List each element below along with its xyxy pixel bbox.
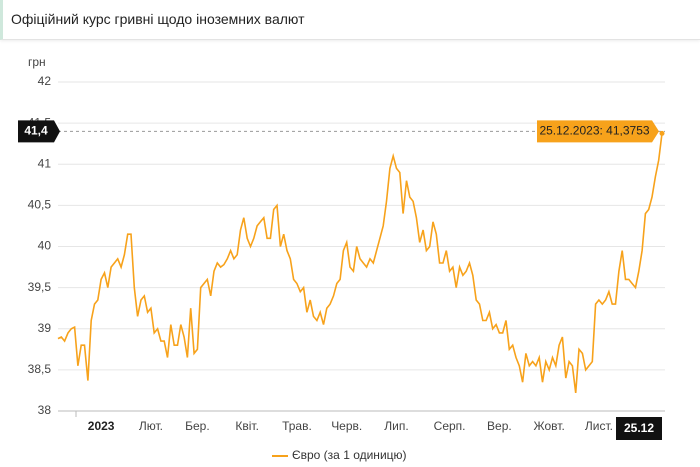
y-tick-label: 39,5: [28, 280, 52, 294]
y-tick-label: 40,5: [28, 198, 52, 212]
y-tick-label: 40: [38, 239, 52, 253]
x-tick-label: Жовт.: [534, 419, 565, 433]
x-tick-label: Черв.: [331, 419, 362, 433]
y-tick-label: 42: [38, 74, 52, 88]
x-tick-label: Лип.: [384, 419, 408, 433]
x-tick-label: Лют.: [139, 419, 163, 433]
x-tick-highlight: [616, 417, 662, 440]
y-tick-label: 39: [38, 321, 52, 335]
tooltip-box: [537, 120, 659, 143]
tooltip-text: 25.12.2023: 41,3753: [539, 124, 649, 138]
y-axis-label: грн: [28, 55, 46, 69]
chart-title: Офіційний курс гривні щодо іноземних вал…: [11, 11, 305, 27]
x-tick-label: Бер.: [185, 419, 210, 433]
y-tick-label: 38: [38, 403, 52, 417]
x-tick-label: 2023: [88, 419, 115, 433]
point-marker: [659, 130, 665, 136]
x-tick-label: Серп.: [434, 419, 466, 433]
header: Офіційний курс гривні щодо іноземних вал…: [0, 0, 700, 40]
x-tick-label: Лист.: [585, 419, 613, 433]
x-tick-label: Трав.: [282, 419, 312, 433]
x-tick-label: Квіт.: [235, 419, 259, 433]
x-tick-label: 25.12: [624, 421, 654, 435]
y-tick-label: 41: [38, 156, 52, 170]
crosshair-label: 41,4: [24, 124, 48, 138]
legend-label: Євро (за 1 одиницю): [292, 448, 407, 462]
x-tick-label: Вер.: [487, 419, 512, 433]
data-line: [57, 133, 663, 393]
crosshair-box: [18, 120, 60, 143]
y-tick-label: 38,5: [28, 362, 52, 376]
